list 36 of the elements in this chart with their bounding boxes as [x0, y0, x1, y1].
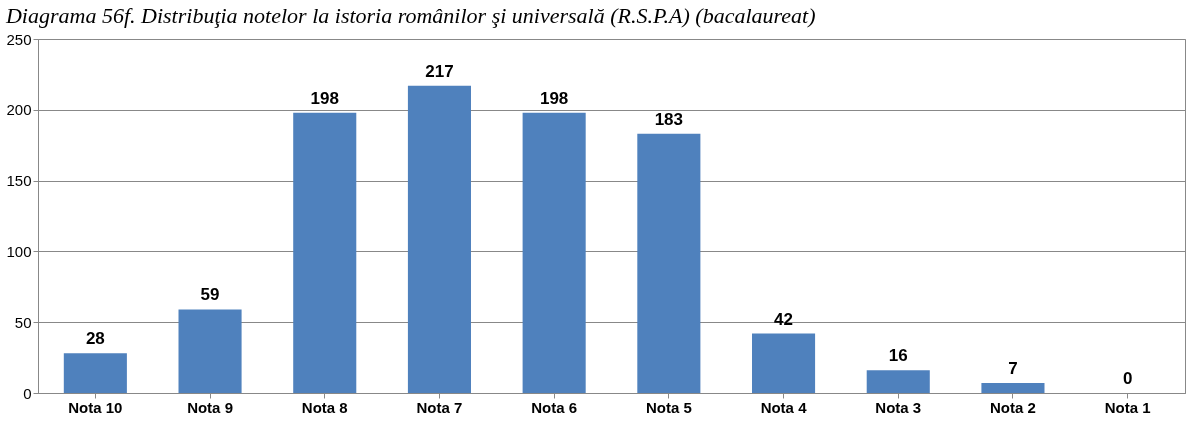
x-tick-label: Nota 6: [531, 398, 578, 416]
data-label: 217: [425, 61, 454, 81]
data-label: 198: [539, 88, 569, 108]
y-tick-label: 100: [6, 242, 32, 260]
data-label: 42: [774, 309, 794, 329]
bar: [637, 133, 701, 393]
y-tick-label: 0: [23, 384, 32, 402]
y-tick-label: 200: [6, 101, 32, 119]
x-tick-label: Nota 8: [301, 398, 348, 416]
x-tick-label: Nota 5: [645, 398, 692, 416]
data-label: 16: [888, 346, 908, 366]
bar: [866, 370, 930, 393]
x-tick-label: Nota 4: [760, 398, 808, 416]
bar: [293, 112, 357, 393]
data-label: 59: [200, 285, 220, 305]
bar: [178, 309, 242, 393]
x-tick-label: Nota 2: [990, 398, 1036, 416]
x-tick-label: Nota 3: [875, 398, 922, 416]
x-tick-label: Nota 1: [1104, 398, 1151, 416]
bar: [752, 333, 816, 393]
x-tick-label: Nota 10: [68, 398, 123, 416]
data-label: 7: [1008, 359, 1018, 379]
y-tick-label: 250: [6, 30, 32, 48]
y-tick-label: 50: [14, 313, 32, 331]
x-tick-label: Nota 9: [187, 398, 233, 416]
bar: [981, 383, 1045, 393]
x-tick-label: Nota 7: [416, 398, 463, 416]
bar: [63, 353, 127, 393]
data-label: 183: [654, 109, 684, 129]
bar: [407, 85, 471, 393]
bar: [522, 112, 586, 393]
y-tick-label: 150: [6, 172, 32, 190]
chart-title: Diagrama 56f. Distribuţia notelor la istoria românilor şi universală (R.S.P.A) (bacalaureat): [4, 3, 816, 28]
data-label: 198: [310, 88, 339, 108]
data-label: 28: [85, 329, 105, 349]
data-label: 0: [1122, 369, 1133, 388]
